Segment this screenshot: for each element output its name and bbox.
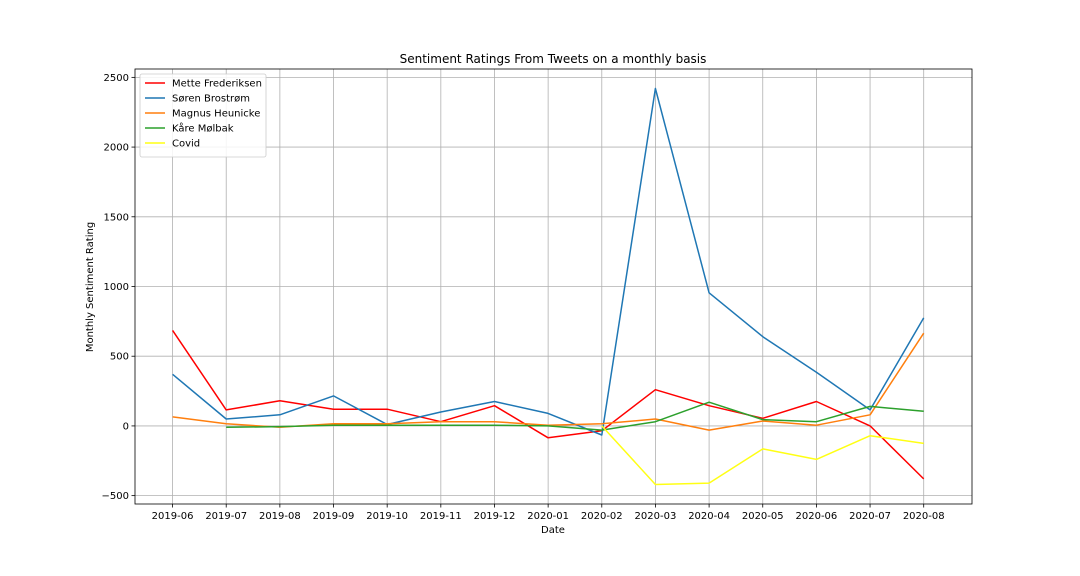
- x-tick-label: 2020-04: [688, 511, 730, 522]
- legend-box: [139, 73, 267, 158]
- x-tick-label: 2020-06: [796, 511, 838, 522]
- x-tick-label: 2020-05: [742, 511, 784, 522]
- legend-label: Kåre Mølbak: [172, 122, 234, 135]
- x-axis-label: Date: [541, 525, 565, 536]
- axes-layer: 2019-06 2019-07 2019-08 2019-09 2019-10 2019-…: [102, 68, 973, 522]
- x-tick-label: 2019-07: [205, 511, 247, 522]
- grid-layer: [135, 69, 972, 504]
- series-line-k-re-m-lbak: [226, 401, 924, 431]
- legend-label: Mette Frederiksen: [172, 79, 262, 90]
- y-tick-label: 0: [123, 421, 129, 432]
- x-tick-label: 2019-10: [366, 511, 408, 522]
- legend-label: Magnus Heunicke: [172, 109, 260, 120]
- legend: Mette Frederiksen Søren Brostrøm Magnus He…: [139, 73, 267, 158]
- x-tick-label: 2020-08: [903, 511, 945, 522]
- y-tick-label: 1000: [104, 282, 129, 293]
- x-tick-label: 2019-12: [474, 511, 516, 522]
- series-line-mette-frederiksen: [171, 329, 925, 480]
- series-line-covid: [601, 425, 924, 486]
- series-line-s-ren-brostr-m: [172, 87, 925, 436]
- y-tick-label: −500: [102, 491, 129, 502]
- plot-frame: [134, 68, 973, 505]
- y-tick-label: 2000: [104, 143, 129, 154]
- x-tick-label: 2020-01: [527, 511, 569, 522]
- x-tick-label: 2020-03: [635, 511, 677, 522]
- chart-title: Sentiment Ratings From Tweets on a month…: [400, 52, 707, 66]
- x-tick-label: 2020-07: [849, 511, 891, 522]
- y-tick-label: 2500: [104, 73, 129, 84]
- y-tick-label: 1500: [104, 212, 129, 223]
- x-tick-label: 2020-02: [581, 511, 623, 522]
- y-axis-label: Monthly Sentiment Rating: [85, 222, 96, 352]
- y-tick-label: 500: [110, 352, 129, 363]
- legend-label: Søren Brostrøm: [172, 94, 250, 105]
- x-tick-label: 2019-09: [313, 511, 355, 522]
- series-layer: [171, 87, 925, 486]
- x-tick-label: 2019-11: [420, 511, 462, 522]
- x-tick-label: 2019-08: [259, 511, 301, 522]
- x-tick-label: 2019-06: [152, 511, 194, 522]
- legend-label: Covid: [172, 139, 200, 150]
